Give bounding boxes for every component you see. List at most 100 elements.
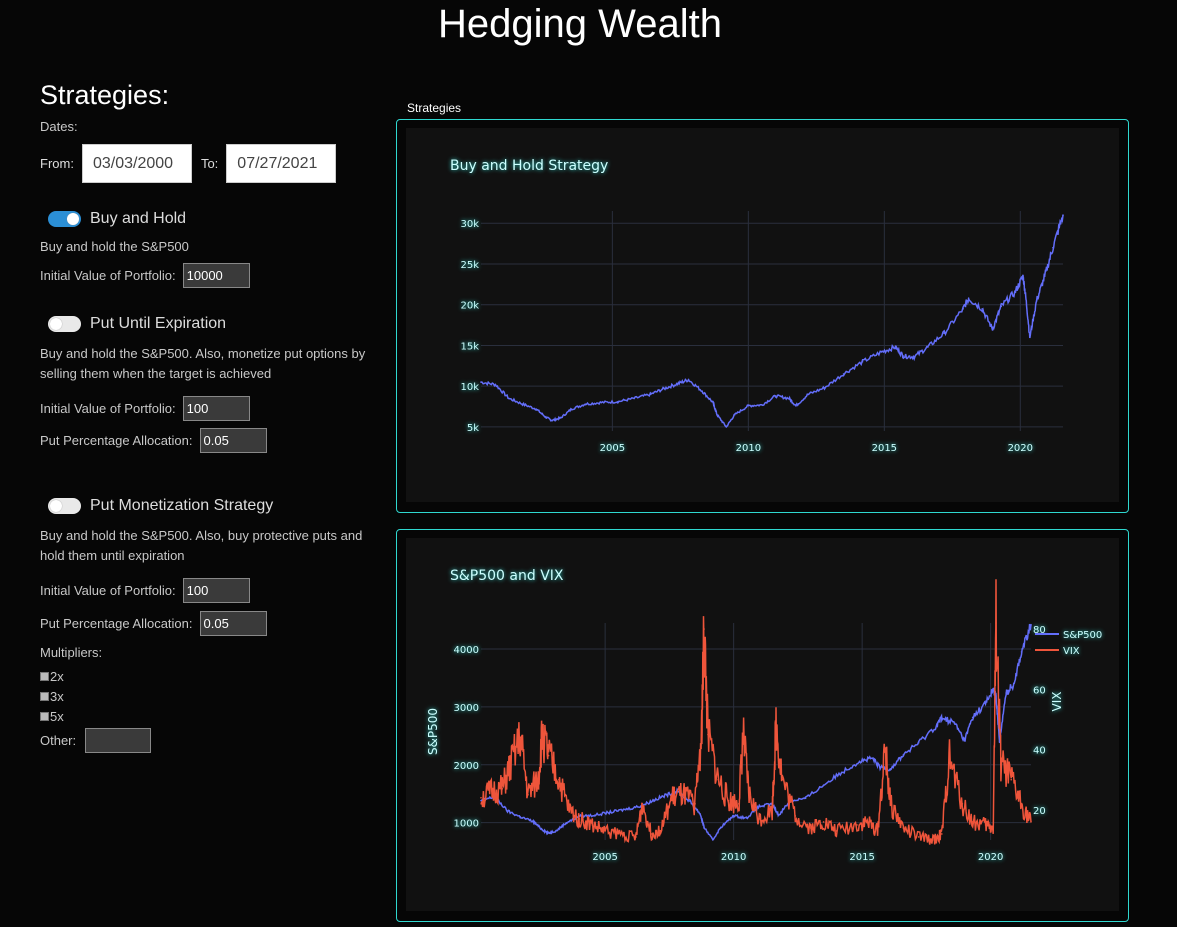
data-point	[1024, 295, 1027, 298]
strategy-put-until-expiration: Put Until Expiration	[48, 315, 385, 333]
y-tick-label: 3000	[454, 703, 479, 714]
data-point	[777, 814, 780, 816]
data-point	[961, 803, 964, 805]
initial-value-label: Initial Value of Portfolio:	[40, 583, 176, 598]
data-point	[681, 793, 684, 796]
chart-title: Buy and Hold Strategy	[450, 158, 608, 174]
data-point	[727, 800, 730, 802]
data-point	[1030, 623, 1032, 626]
y2-tick-label: 60	[1033, 685, 1046, 696]
sp500-vix-chart[interactable]: S&P500 and VIX 2005 2010 2015 2020 1000 2000 30…	[406, 538, 1119, 911]
data-point	[707, 733, 709, 736]
multipliers-label: Multipliers:	[40, 645, 103, 660]
data-point	[619, 833, 622, 835]
y-tick-label: 1000	[454, 819, 479, 830]
data-point	[774, 395, 777, 397]
data-point	[565, 821, 568, 824]
data-point	[519, 736, 522, 739]
multiplier-3x-checkbox[interactable]	[40, 691, 49, 701]
data-point	[521, 403, 524, 405]
buy-hold-toggle[interactable]	[48, 211, 81, 227]
buy-hold-chart[interactable]: Buy and Hold Strategy 2005 2010 2015 2020 5k 1…	[406, 128, 1119, 502]
buy-hold-chart-panel: Buy and Hold Strategy 2005 2010 2015 2020 5k 1…	[396, 119, 1129, 513]
data-point	[641, 803, 644, 805]
data-point	[742, 733, 744, 736]
multiplier-5x-option[interactable]: 5x	[40, 706, 385, 726]
data-point	[508, 397, 510, 400]
put-until-expiration-allocation-row: Put Percentage Allocation:	[40, 428, 385, 453]
put-until-expiration-initial-input[interactable]	[182, 396, 250, 421]
to-label: To:	[200, 156, 219, 171]
data-point	[700, 733, 703, 736]
data-point	[1020, 651, 1023, 653]
data-point	[519, 816, 522, 818]
data-point	[981, 307, 984, 310]
buy-hold-description: Buy and hold the S&P500	[40, 239, 189, 254]
data-point	[558, 778, 560, 781]
data-point	[1000, 305, 1003, 308]
data-point	[584, 403, 586, 405]
y2-tick-label: 20	[1033, 806, 1046, 817]
put-monetization-initial-input[interactable]	[182, 578, 250, 603]
put-until-expiration-toggle[interactable]	[48, 316, 81, 332]
data-point	[935, 724, 938, 727]
from-date-input[interactable]	[81, 144, 192, 183]
put-monetization-toggle[interactable]	[48, 498, 81, 514]
toggle-knob	[67, 213, 79, 225]
buy-hold-initial-row: Initial Value of Portfolio:	[40, 263, 385, 288]
data-point	[1005, 692, 1007, 694]
strategy-put-monetization: Put Monetization Strategy	[48, 497, 385, 515]
data-point	[666, 794, 668, 796]
data-point	[880, 351, 883, 353]
data-point	[600, 401, 603, 404]
data-point	[649, 393, 652, 396]
multiplier-3x-label: 3x	[50, 688, 64, 704]
data-point	[609, 811, 612, 814]
data-point	[712, 401, 714, 404]
data-point	[591, 824, 594, 826]
data-point	[1043, 275, 1046, 277]
data-point	[747, 404, 750, 407]
data-point	[913, 356, 916, 358]
y-tick-label: 20k	[460, 301, 479, 312]
data-point	[917, 836, 920, 838]
multiplier-2x-checkbox[interactable]	[40, 671, 49, 681]
data-point	[1012, 682, 1015, 685]
data-point	[902, 754, 905, 756]
data-point	[1029, 336, 1031, 339]
to-date-input[interactable]	[226, 144, 337, 183]
data-point	[633, 397, 635, 400]
data-point	[943, 332, 945, 335]
multiplier-2x-option[interactable]: 2x	[40, 666, 385, 686]
data-point	[701, 390, 703, 392]
put-until-expiration-allocation-input[interactable]	[199, 428, 267, 453]
multiplier-5x-label: 5x	[50, 708, 64, 724]
data-point	[491, 790, 493, 793]
data-point	[804, 797, 807, 800]
data-point	[541, 828, 543, 831]
data-point	[748, 793, 750, 796]
y2-tick-label: 80	[1033, 625, 1046, 636]
data-point	[719, 826, 722, 829]
multiplier-5x-checkbox[interactable]	[40, 711, 49, 721]
multiplier-3x-option[interactable]: 3x	[40, 686, 385, 706]
y-tick-label: 4000	[454, 645, 479, 656]
data-point	[758, 805, 761, 808]
toggle-knob	[50, 500, 62, 512]
data-point	[822, 821, 825, 823]
data-point	[604, 830, 606, 832]
data-point	[984, 824, 987, 826]
y-tick-label: 10k	[460, 382, 479, 393]
data-point	[962, 307, 964, 310]
data-point	[594, 814, 596, 816]
x-tick-label: 2010	[736, 443, 761, 454]
put-monetization-allocation-input[interactable]	[199, 611, 267, 636]
charts-section-title: Strategies	[407, 101, 462, 115]
data-point	[788, 397, 790, 400]
multipliers-list: 2x 3x 5x	[40, 666, 385, 726]
x-tick-label: 2005	[600, 443, 625, 454]
other-multiplier-input[interactable]	[85, 728, 152, 753]
buy-hold-initial-input[interactable]	[182, 263, 250, 288]
data-point	[861, 360, 864, 363]
x-tick-label: 2015	[849, 852, 874, 863]
